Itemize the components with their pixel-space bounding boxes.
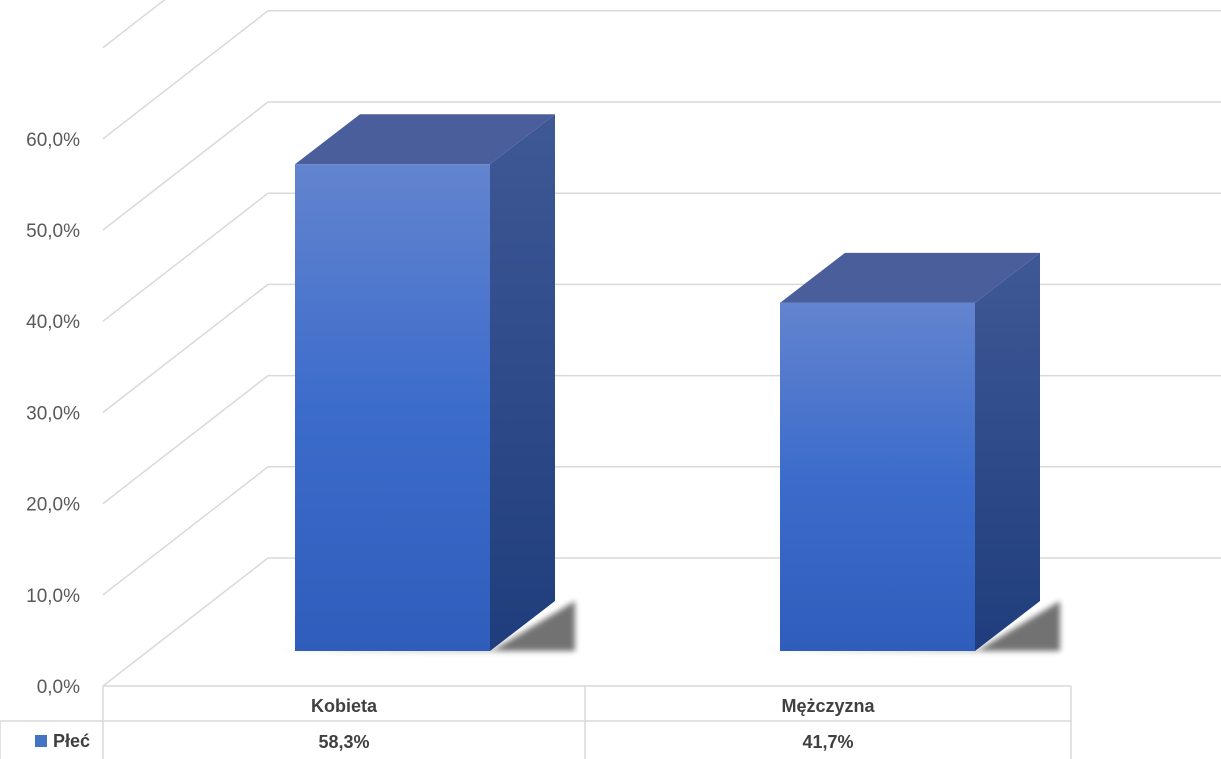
y-axis: 0,0% 10,0% 20,0% 30,0% 40,0% 50,0% 60,0% — [26, 130, 80, 698]
gridline-diagonal — [102, 375, 269, 505]
bar-top — [295, 114, 555, 165]
bar-side — [975, 252, 1040, 651]
y-tick-label: 0,0% — [37, 677, 80, 698]
category-label: Kobieta — [311, 696, 378, 716]
bar-shadow — [758, 601, 1060, 651]
bar-side — [490, 114, 555, 652]
y-tick-label: 10,0% — [26, 586, 80, 607]
y-tick-label: 30,0% — [26, 403, 80, 424]
bar-shadow — [273, 601, 575, 651]
y-tick-label: 20,0% — [26, 495, 80, 516]
bar-mężczyzna — [758, 252, 1060, 651]
y-tick-label: 50,0% — [26, 221, 80, 242]
data-label: 41,7% — [802, 732, 853, 752]
gridline-diagonal — [102, 466, 269, 596]
series-label: Płeć — [53, 731, 90, 751]
gridline-diagonal — [102, 557, 269, 687]
gridline-diagonal — [102, 10, 269, 140]
data-table: Kobieta 58,3% Mężczyzna 41,7% Płeć — [0, 685, 1072, 759]
category-label: Mężczyzna — [781, 696, 875, 716]
legend-key — [35, 735, 47, 747]
bar-kobieta — [273, 114, 575, 652]
bars — [273, 114, 1060, 652]
y-tick-label: 40,0% — [26, 312, 80, 333]
gridlines — [102, 0, 1221, 687]
bar-front — [780, 302, 975, 651]
y-tick-label: 60,0% — [26, 130, 80, 151]
data-label: 58,3% — [318, 732, 369, 752]
bar-front — [295, 164, 490, 652]
bar-top — [780, 252, 1040, 303]
gridline-diagonal — [102, 101, 269, 231]
gridline-diagonal — [102, 283, 269, 413]
gridline-diagonal — [102, 0, 166, 49]
gridline-diagonal — [102, 192, 269, 322]
